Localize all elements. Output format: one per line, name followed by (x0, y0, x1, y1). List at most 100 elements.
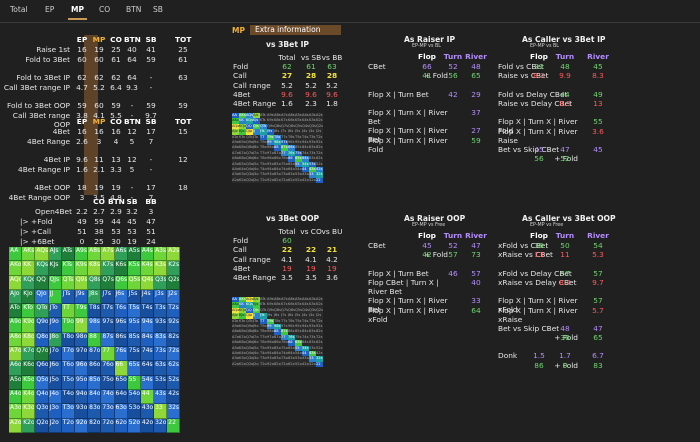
raiser-ip-row-label: Flop X | Turn X | River Fold (368, 135, 448, 154)
caller-oop-value: 5.7 (592, 305, 604, 315)
caller-oop-value: 47 (593, 323, 603, 333)
open4bet-value: 53 (127, 227, 137, 236)
mini-hand-cell: JTs (260, 313, 267, 319)
stat-value: 17 (146, 127, 156, 136)
caller-ip-subtitle: EP-MP vs BL (530, 44, 559, 49)
mini-hand-cell: QTs (260, 123, 267, 130)
hand-cell: 83s (154, 332, 168, 348)
tab-co[interactable]: CO (99, 5, 111, 14)
mini-hand-cell: Q4s (302, 123, 309, 130)
mini-hand-cell: QTo (246, 318, 253, 324)
caller-oop-value: 9.7 (592, 277, 604, 287)
mini-hand-cell: 93o (267, 172, 274, 178)
vs3bet-oop-col-header: vs CO (300, 227, 322, 236)
mini-hand-cell: J4o (253, 350, 260, 357)
mini-hand-cell: JJ (253, 313, 260, 319)
mini-hand-cell: 54s (302, 161, 309, 167)
stat-value: 12 (178, 155, 188, 164)
mini-hand-cell: K9o (239, 323, 246, 330)
mini-hand-cell: 83s (309, 145, 316, 151)
stat-label: Call 3Bet range OOP (12, 111, 70, 129)
mini-hand-cell: T9o (260, 323, 267, 330)
stat-value: 17 (146, 183, 156, 192)
mini-hand-cell: T8s (274, 318, 281, 324)
mini-hand-cell: QQ (246, 307, 253, 314)
hand-cell: K3s (154, 261, 168, 276)
mini-hand-cell: T2s (316, 134, 323, 140)
vs3bet-oop-value: 19 (282, 263, 292, 273)
mini-hand-cell: K6o (239, 156, 246, 162)
stat-value: 4.8 (110, 193, 122, 202)
mini-hand-cell: 99 (267, 323, 274, 330)
stat-value: 7 (148, 193, 154, 202)
mini-hand-cell: K6s (288, 118, 295, 124)
tab-ep[interactable]: EP (45, 5, 55, 14)
tab-mp[interactable]: MP (68, 5, 87, 20)
open4bet-value: 3.2 (126, 207, 138, 216)
hand-cell: ATs (61, 247, 75, 262)
hand-cell: A5o (9, 375, 23, 390)
mini-hand-cell: TT (260, 134, 267, 140)
open4bet-value: 0 (79, 237, 85, 246)
hand-cell: 73o (101, 404, 115, 419)
tab-sb[interactable]: SB (153, 5, 163, 14)
vs3bet-oop-value: 21 (326, 245, 338, 255)
hand-cell: 82o (88, 418, 102, 433)
hand-cell: AA (9, 247, 23, 262)
mini-hand-cell: 76o (281, 340, 288, 346)
hand-cell: T7s (101, 304, 115, 319)
caller-oop-row-label: Bet vs Skip CBet (498, 323, 560, 333)
raiser-ip-title: As Raiser IP (404, 35, 456, 44)
hand-cell: 64o (114, 389, 128, 405)
mini-hand-cell: K5s (295, 302, 302, 308)
mini-hand-cell: 87o (274, 150, 281, 157)
caller-ip-row-label: Raise vs CBet (498, 71, 549, 81)
mini-hand-cell: Q7o (246, 150, 253, 157)
raiser-oop-title: As Raiser OOP (404, 214, 466, 223)
extra-information-button[interactable]: Extra information (250, 25, 341, 35)
hand-cell: K4o (22, 389, 36, 405)
tab-btn[interactable]: BTN (126, 5, 142, 14)
stat-value: 12 (127, 127, 137, 136)
hand-cell: 43s (154, 389, 168, 405)
stat-value: 9.3 (126, 83, 138, 92)
vs3bet-oop-row-label: 4Bet (233, 263, 251, 273)
hand-cell: 97s (101, 318, 115, 333)
mini-hand-cell: 75o (281, 161, 288, 167)
raiser-ip-value: 41 (422, 71, 432, 81)
caller-ip-value: 48 (560, 62, 570, 71)
caller-oop-col-header: Flop (530, 231, 548, 240)
vs3bet-oop-row-label: Call (233, 245, 247, 255)
mini-hand-cell: J2s (316, 313, 323, 319)
mini-hand-cell: A5s (295, 297, 302, 303)
mini-hand-cell: Q5o (246, 345, 253, 351)
mini-hand-cell: QJs (253, 123, 260, 130)
mini-hand-cell: 62s (316, 156, 323, 162)
mini-hand-cell: 92s (316, 139, 323, 146)
stat-value: 16 (94, 127, 104, 136)
hand-cell: 75s (127, 347, 141, 362)
mini-hand-cell: 64s (302, 340, 309, 346)
mini-hand-cell: QTo (246, 134, 253, 140)
mini-hand-cell: 97o (267, 334, 274, 341)
mini-hand-cell: T9o (260, 139, 267, 146)
mini-hand-cell: Q2o (246, 177, 253, 184)
vs3bet-oop-value: 4.1 (281, 254, 293, 264)
mini-hand-cell: Q8o (246, 145, 253, 151)
caller-oop-value: 86 (534, 360, 544, 370)
tab-total[interactable]: Total (10, 5, 28, 14)
caller-ip-row-label: Bet vs Skip CBet (498, 144, 560, 154)
hand-cell: Q9s (74, 275, 89, 290)
mini-hand-cell: Q4o (246, 350, 253, 357)
raiser-oop-value: 42 (422, 250, 432, 260)
mini-hand-cell: T9s (267, 318, 274, 324)
stat-value: 2.1 (93, 165, 105, 174)
hand-cell: 88 (88, 332, 102, 348)
mini-hand-cell: 96s (288, 323, 295, 330)
hand-cell: JTs (61, 289, 75, 305)
mini-hand-cell: T4o (260, 350, 267, 357)
hand-cell: J9s (74, 289, 89, 305)
mini-hand-cell: Q6o (246, 340, 253, 346)
mini-hand-cell: AKo (232, 118, 239, 124)
hand-cell: K2s (167, 261, 181, 276)
